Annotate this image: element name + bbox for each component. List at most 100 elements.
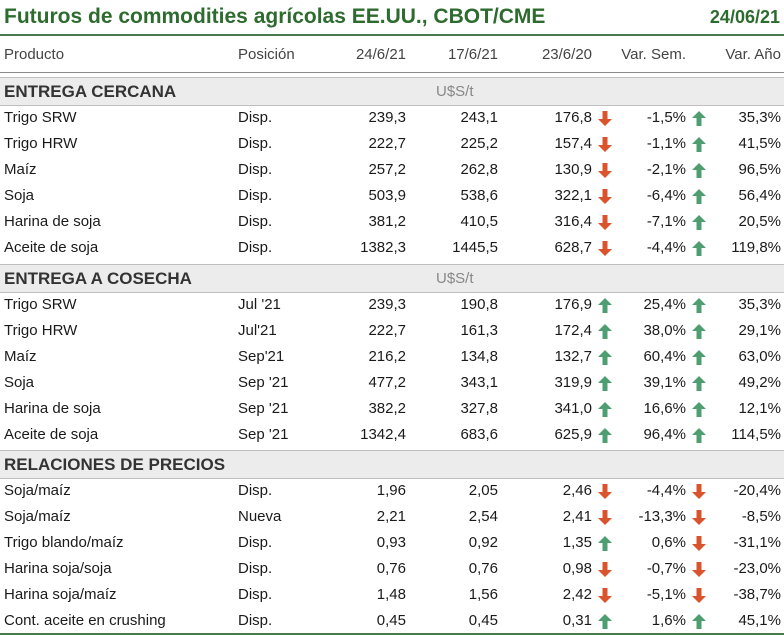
cell-value-date-3: 157,4 bbox=[554, 135, 592, 152]
cell-posicion: Disp. bbox=[238, 560, 273, 577]
arrow-up-icon bbox=[598, 402, 612, 417]
cell-value-date-2: 0,92 bbox=[468, 534, 498, 551]
cell-posicion: Jul '21 bbox=[238, 296, 281, 313]
cell-var-ano: -31,1% bbox=[733, 534, 781, 551]
cell-producto: Aceite de soja bbox=[4, 239, 99, 256]
cell-posicion: Sep '21 bbox=[238, 400, 289, 417]
cell-value-date-3: 628,7 bbox=[554, 239, 592, 256]
arrow-up-icon bbox=[692, 111, 706, 126]
cell-var-ano: -8,5% bbox=[741, 508, 781, 525]
cell-value-date-3: 319,9 bbox=[554, 374, 592, 391]
arrow-up-icon bbox=[692, 241, 706, 256]
arrow-down-icon bbox=[598, 189, 612, 204]
cell-producto: Soja bbox=[4, 187, 35, 204]
cell-posicion: Disp. bbox=[238, 109, 273, 126]
cell-value-date-2: 262,8 bbox=[460, 161, 498, 178]
cell-producto: Soja/maíz bbox=[4, 508, 71, 525]
cell-var-ano: 12,1% bbox=[738, 400, 781, 417]
cell-producto: Aceite de soja bbox=[4, 426, 99, 443]
cell-value-date-1: 477,2 bbox=[368, 374, 406, 391]
cell-producto: Soja/maíz bbox=[4, 482, 71, 499]
table-row: Harina soja/maíz Disp. 1,48 1,56 2,42 -5,1% -3… bbox=[0, 582, 784, 608]
cell-value-date-2: 134,8 bbox=[460, 348, 498, 365]
cell-value-date-3: 132,7 bbox=[554, 348, 592, 365]
cell-value-date-3: 2,42 bbox=[562, 586, 592, 603]
arrow-up-icon bbox=[692, 350, 706, 365]
cell-value-date-2: 1445,5 bbox=[452, 239, 498, 256]
cell-var-sem: 38,0% bbox=[643, 322, 686, 339]
table-row: Aceite de soja Disp. 1382,3 1445,5 628,7 -4,4… bbox=[0, 235, 784, 261]
cell-value-date-2: 161,3 bbox=[460, 322, 498, 339]
cell-var-ano: 35,3% bbox=[738, 296, 781, 313]
arrow-down-icon bbox=[598, 562, 612, 577]
arrow-down-icon bbox=[598, 241, 612, 256]
cell-value-date-2: 190,8 bbox=[460, 296, 498, 313]
table-row: Harina soja/soja Disp. 0,76 0,76 0,98 -0,7% -2… bbox=[0, 556, 784, 582]
cell-var-sem: 60,4% bbox=[643, 348, 686, 365]
cell-value-date-1: 1,48 bbox=[376, 586, 406, 603]
cell-value-date-1: 239,3 bbox=[368, 109, 406, 126]
col-date-3: 23/6/20 bbox=[541, 46, 592, 63]
cell-value-date-2: 343,1 bbox=[460, 374, 498, 391]
cell-value-date-1: 239,3 bbox=[368, 296, 406, 313]
cell-posicion: Jul'21 bbox=[238, 322, 277, 339]
cell-producto: Cont. aceite en crushing bbox=[4, 612, 166, 629]
arrow-down-icon bbox=[692, 510, 706, 525]
table-row: Aceite de soja Sep '21 1342,4 683,6 625,9 96,… bbox=[0, 422, 784, 448]
cell-posicion: Nueva bbox=[238, 508, 282, 525]
cell-value-date-2: 225,2 bbox=[460, 135, 498, 152]
cell-posicion: Disp. bbox=[238, 187, 273, 204]
cell-var-sem: 25,4% bbox=[643, 296, 686, 313]
cell-var-ano: 119,8% bbox=[731, 239, 781, 256]
cell-value-date-2: 243,1 bbox=[460, 109, 498, 126]
cell-var-sem: -13,3% bbox=[638, 508, 686, 525]
cell-value-date-3: 2,41 bbox=[562, 508, 592, 525]
section-header: ENTREGA CERCANA U$S/t bbox=[0, 77, 784, 106]
cell-producto: Soja bbox=[4, 374, 35, 391]
cell-posicion: Sep'21 bbox=[238, 348, 285, 365]
arrow-up-icon bbox=[692, 137, 706, 152]
col-date-2: 17/6/21 bbox=[447, 46, 498, 63]
table-row: Trigo SRW Disp. 239,3 243,1 176,8 -1,5% 35,3% bbox=[0, 105, 784, 131]
section-title: ENTREGA CERCANA bbox=[4, 82, 177, 101]
table-row: Soja/maíz Nueva 2,21 2,54 2,41 -13,3% -8,5% bbox=[0, 504, 784, 530]
cell-var-ano: 96,5% bbox=[738, 161, 781, 178]
arrow-down-icon bbox=[598, 111, 612, 126]
cell-value-date-3: 0,98 bbox=[562, 560, 592, 577]
title-bar: Futuros de commodities agrícolas EE.UU.,… bbox=[0, 0, 784, 36]
table-row: Cont. aceite en crushing Disp. 0,45 0,45 0,3… bbox=[0, 608, 784, 634]
table-row: Soja Disp. 503,9 538,6 322,1 -6,4% 56,4% bbox=[0, 183, 784, 209]
cell-value-date-1: 503,9 bbox=[368, 187, 406, 204]
cell-producto: Maíz bbox=[4, 161, 37, 178]
arrow-up-icon bbox=[692, 189, 706, 204]
cell-producto: Trigo SRW bbox=[4, 109, 77, 126]
cell-value-date-3: 316,4 bbox=[554, 213, 592, 230]
cell-var-sem: -4,4% bbox=[646, 239, 686, 256]
cell-posicion: Disp. bbox=[238, 161, 273, 178]
col-producto: Producto bbox=[4, 46, 65, 63]
cell-value-date-1: 0,93 bbox=[376, 534, 406, 551]
arrow-up-icon bbox=[692, 163, 706, 178]
cell-var-sem: -2,1% bbox=[646, 161, 686, 178]
cell-producto: Trigo SRW bbox=[4, 296, 77, 313]
cell-value-date-3: 172,4 bbox=[554, 322, 592, 339]
cell-value-date-2: 0,45 bbox=[468, 612, 498, 629]
table-row: Maíz Sep'21 216,2 134,8 132,7 60,4% 63,0% bbox=[0, 344, 784, 370]
cell-producto: Trigo blando/maíz bbox=[4, 534, 124, 551]
table-row: Harina de soja Sep '21 382,2 327,8 341,0 16,6… bbox=[0, 396, 784, 422]
cell-var-sem: -4,4% bbox=[646, 482, 686, 499]
cell-posicion: Disp. bbox=[238, 534, 273, 551]
cell-var-ano: 49,2% bbox=[738, 374, 781, 391]
cell-var-ano: 114,5% bbox=[731, 426, 781, 443]
page-title: Futuros de commodities agrícolas EE.UU.,… bbox=[4, 5, 546, 28]
arrow-down-icon bbox=[598, 163, 612, 178]
table-row: Maíz Disp. 257,2 262,8 130,9 -2,1% 96,5% bbox=[0, 157, 784, 183]
cell-value-date-1: 222,7 bbox=[368, 135, 406, 152]
bottom-rule bbox=[0, 633, 784, 635]
cell-var-sem: -0,7% bbox=[646, 560, 686, 577]
cell-value-date-3: 0,31 bbox=[562, 612, 592, 629]
arrow-down-icon bbox=[598, 588, 612, 603]
cell-value-date-1: 1342,4 bbox=[360, 426, 406, 443]
cell-posicion: Disp. bbox=[238, 482, 273, 499]
arrow-down-icon bbox=[692, 536, 706, 551]
